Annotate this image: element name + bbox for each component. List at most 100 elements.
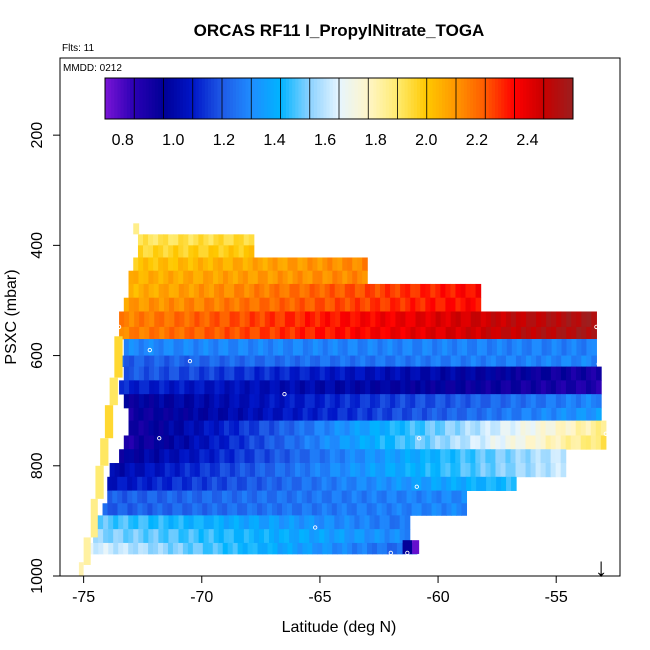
heat-cell	[253, 339, 259, 356]
heat-cell	[565, 435, 572, 450]
data-band	[119, 311, 597, 328]
heat-cell	[334, 529, 340, 544]
heat-cell	[153, 366, 160, 381]
heat-cell	[139, 449, 145, 464]
heat-cell	[342, 339, 349, 356]
heat-cell	[199, 326, 206, 340]
heat-cell	[426, 490, 433, 504]
heat-cell	[158, 245, 164, 258]
heat-cell	[189, 326, 196, 340]
heat-cell	[234, 380, 241, 395]
heat-cell	[133, 420, 140, 436]
heat-cell	[480, 394, 487, 409]
heat-cell	[299, 380, 306, 395]
heat-cell	[252, 407, 259, 421]
heat-cell	[465, 366, 472, 381]
colorbar-frame	[104, 77, 574, 120]
heat-cell	[397, 339, 403, 356]
heat-cell	[440, 355, 447, 367]
heat-cell	[148, 529, 154, 544]
heat-cell	[224, 311, 231, 328]
heat-cell	[309, 394, 316, 409]
colorbar-cell	[117, 78, 121, 119]
heat-cell	[214, 380, 221, 395]
heat-cell	[258, 339, 264, 356]
heat-cell	[375, 355, 381, 367]
heat-cell	[570, 366, 577, 381]
heat-cell	[566, 311, 572, 328]
heat-cell	[299, 394, 306, 409]
heat-cell	[361, 476, 368, 491]
heat-cell	[249, 366, 256, 381]
heat-cell	[123, 297, 130, 312]
heat-cell	[470, 435, 476, 450]
heat-cell	[501, 407, 508, 421]
heat-cell	[525, 380, 532, 395]
heat-cell	[325, 311, 331, 328]
heat-cell	[465, 297, 472, 312]
heat-cell	[229, 394, 235, 409]
heat-cell	[209, 326, 216, 340]
heat-cell	[203, 283, 210, 299]
heat-cell	[324, 297, 331, 312]
heat-cell	[134, 449, 140, 464]
heat-cell	[491, 407, 498, 421]
heat-cell	[228, 339, 234, 356]
colorbar-cell	[523, 78, 527, 119]
heat-cell	[364, 435, 371, 450]
heat-cell	[550, 366, 557, 381]
heat-cell	[277, 407, 284, 421]
heat-cell	[189, 380, 195, 395]
heat-cell	[249, 311, 256, 328]
colorbar-cell	[179, 78, 184, 119]
colorbar-cell	[204, 78, 209, 119]
heat-cell	[267, 542, 274, 555]
heat-cell	[228, 407, 234, 421]
heat-cell	[446, 490, 453, 504]
heat-cell	[430, 449, 436, 464]
heat-cell	[193, 339, 200, 356]
heat-cell	[264, 420, 270, 436]
heat-cell	[455, 380, 462, 395]
colorbar-cell	[544, 78, 549, 119]
heat-cell	[476, 339, 483, 356]
heat-cell	[531, 355, 537, 367]
heat-cell	[566, 339, 573, 356]
heat-cell	[209, 463, 216, 478]
heat-cell	[188, 245, 194, 258]
heat-cell	[113, 515, 119, 530]
heat-cell	[302, 542, 308, 555]
heat-cell	[143, 234, 149, 246]
heat-cell	[450, 380, 457, 395]
heat-cell	[292, 542, 298, 555]
heat-cell	[256, 476, 263, 491]
heat-cell	[335, 326, 341, 340]
heat-cell	[350, 463, 356, 478]
heat-cell	[391, 542, 398, 555]
heat-cell	[219, 380, 226, 395]
heat-cell	[540, 463, 547, 478]
heat-cell	[436, 490, 443, 504]
heat-cell	[591, 394, 597, 409]
heat-cell	[214, 463, 221, 478]
heat-cell	[269, 435, 276, 450]
heat-cell	[179, 380, 185, 395]
heat-cell	[404, 420, 411, 436]
heat-cell	[526, 407, 533, 421]
heat-cell	[421, 476, 427, 491]
heat-cell	[154, 326, 160, 340]
heat-cell	[212, 490, 218, 504]
heat-cell	[425, 380, 431, 395]
heat-cell	[355, 311, 361, 328]
data-points	[116, 324, 608, 556]
heat-cell	[407, 339, 413, 356]
heat-cell	[226, 490, 233, 504]
heat-cell-edge	[402, 540, 413, 554]
heat-cell	[315, 311, 321, 328]
heat-cell	[174, 366, 180, 381]
heat-cell	[147, 476, 153, 491]
heat-cell	[163, 366, 170, 381]
heat-cell	[415, 355, 422, 367]
heat-cell	[380, 297, 386, 312]
heat-cell-edge	[83, 537, 91, 565]
